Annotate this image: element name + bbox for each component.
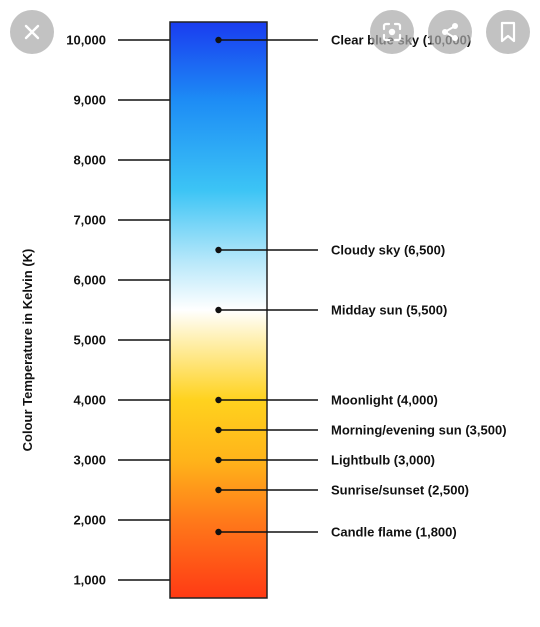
close-button[interactable] [10, 10, 54, 54]
y-tick-label: 9,000 [73, 93, 106, 108]
annotation-point [215, 486, 222, 494]
annotation-point [215, 36, 222, 44]
annotation-label: Morning/evening sun (3,500) [331, 423, 507, 438]
annotation-point [215, 456, 222, 464]
share-button[interactable] [428, 10, 472, 54]
y-axis-ticks: 1,000 2,000 3,000 4,000 5,000 6,000 7,000 8,000… [66, 33, 170, 588]
annotation-label: Moonlight (4,000) [331, 393, 438, 408]
lens-button[interactable] [370, 10, 414, 54]
y-tick-label: 1,000 [73, 573, 106, 588]
y-tick-label: 4,000 [73, 393, 106, 408]
annotation-point [215, 528, 222, 536]
y-tick-label: 3,000 [73, 453, 106, 468]
annotation-label: Cloudy sky (6,500) [331, 243, 445, 258]
annotation-point [215, 246, 222, 254]
annotation-label: Lightbulb (3,000) [331, 453, 435, 468]
annotation-point [215, 306, 222, 314]
y-axis-title: Colour Temperature in Kelvin (K) [20, 249, 35, 452]
close-icon [22, 22, 42, 42]
annotation-point [215, 426, 222, 434]
lens-icon [381, 21, 403, 43]
bookmark-icon [498, 21, 518, 43]
annotation-label: Candle flame (1,800) [331, 525, 457, 540]
y-tick-label: 2,000 [73, 513, 106, 528]
annotation-point [215, 396, 222, 404]
annotations: Clear blue sky (10,000)Cloudy sky (6,500… [215, 33, 507, 540]
y-tick-label: 10,000 [66, 33, 106, 48]
y-tick-label: 7,000 [73, 213, 106, 228]
annotation-label: Sunrise/sunset (2,500) [331, 483, 469, 498]
bookmark-button[interactable] [486, 10, 530, 54]
y-tick-label: 6,000 [73, 273, 106, 288]
share-icon [439, 21, 461, 43]
y-tick-label: 8,000 [73, 153, 106, 168]
y-tick-label: 5,000 [73, 333, 106, 348]
annotation-label: Midday sun (5,500) [331, 303, 447, 318]
